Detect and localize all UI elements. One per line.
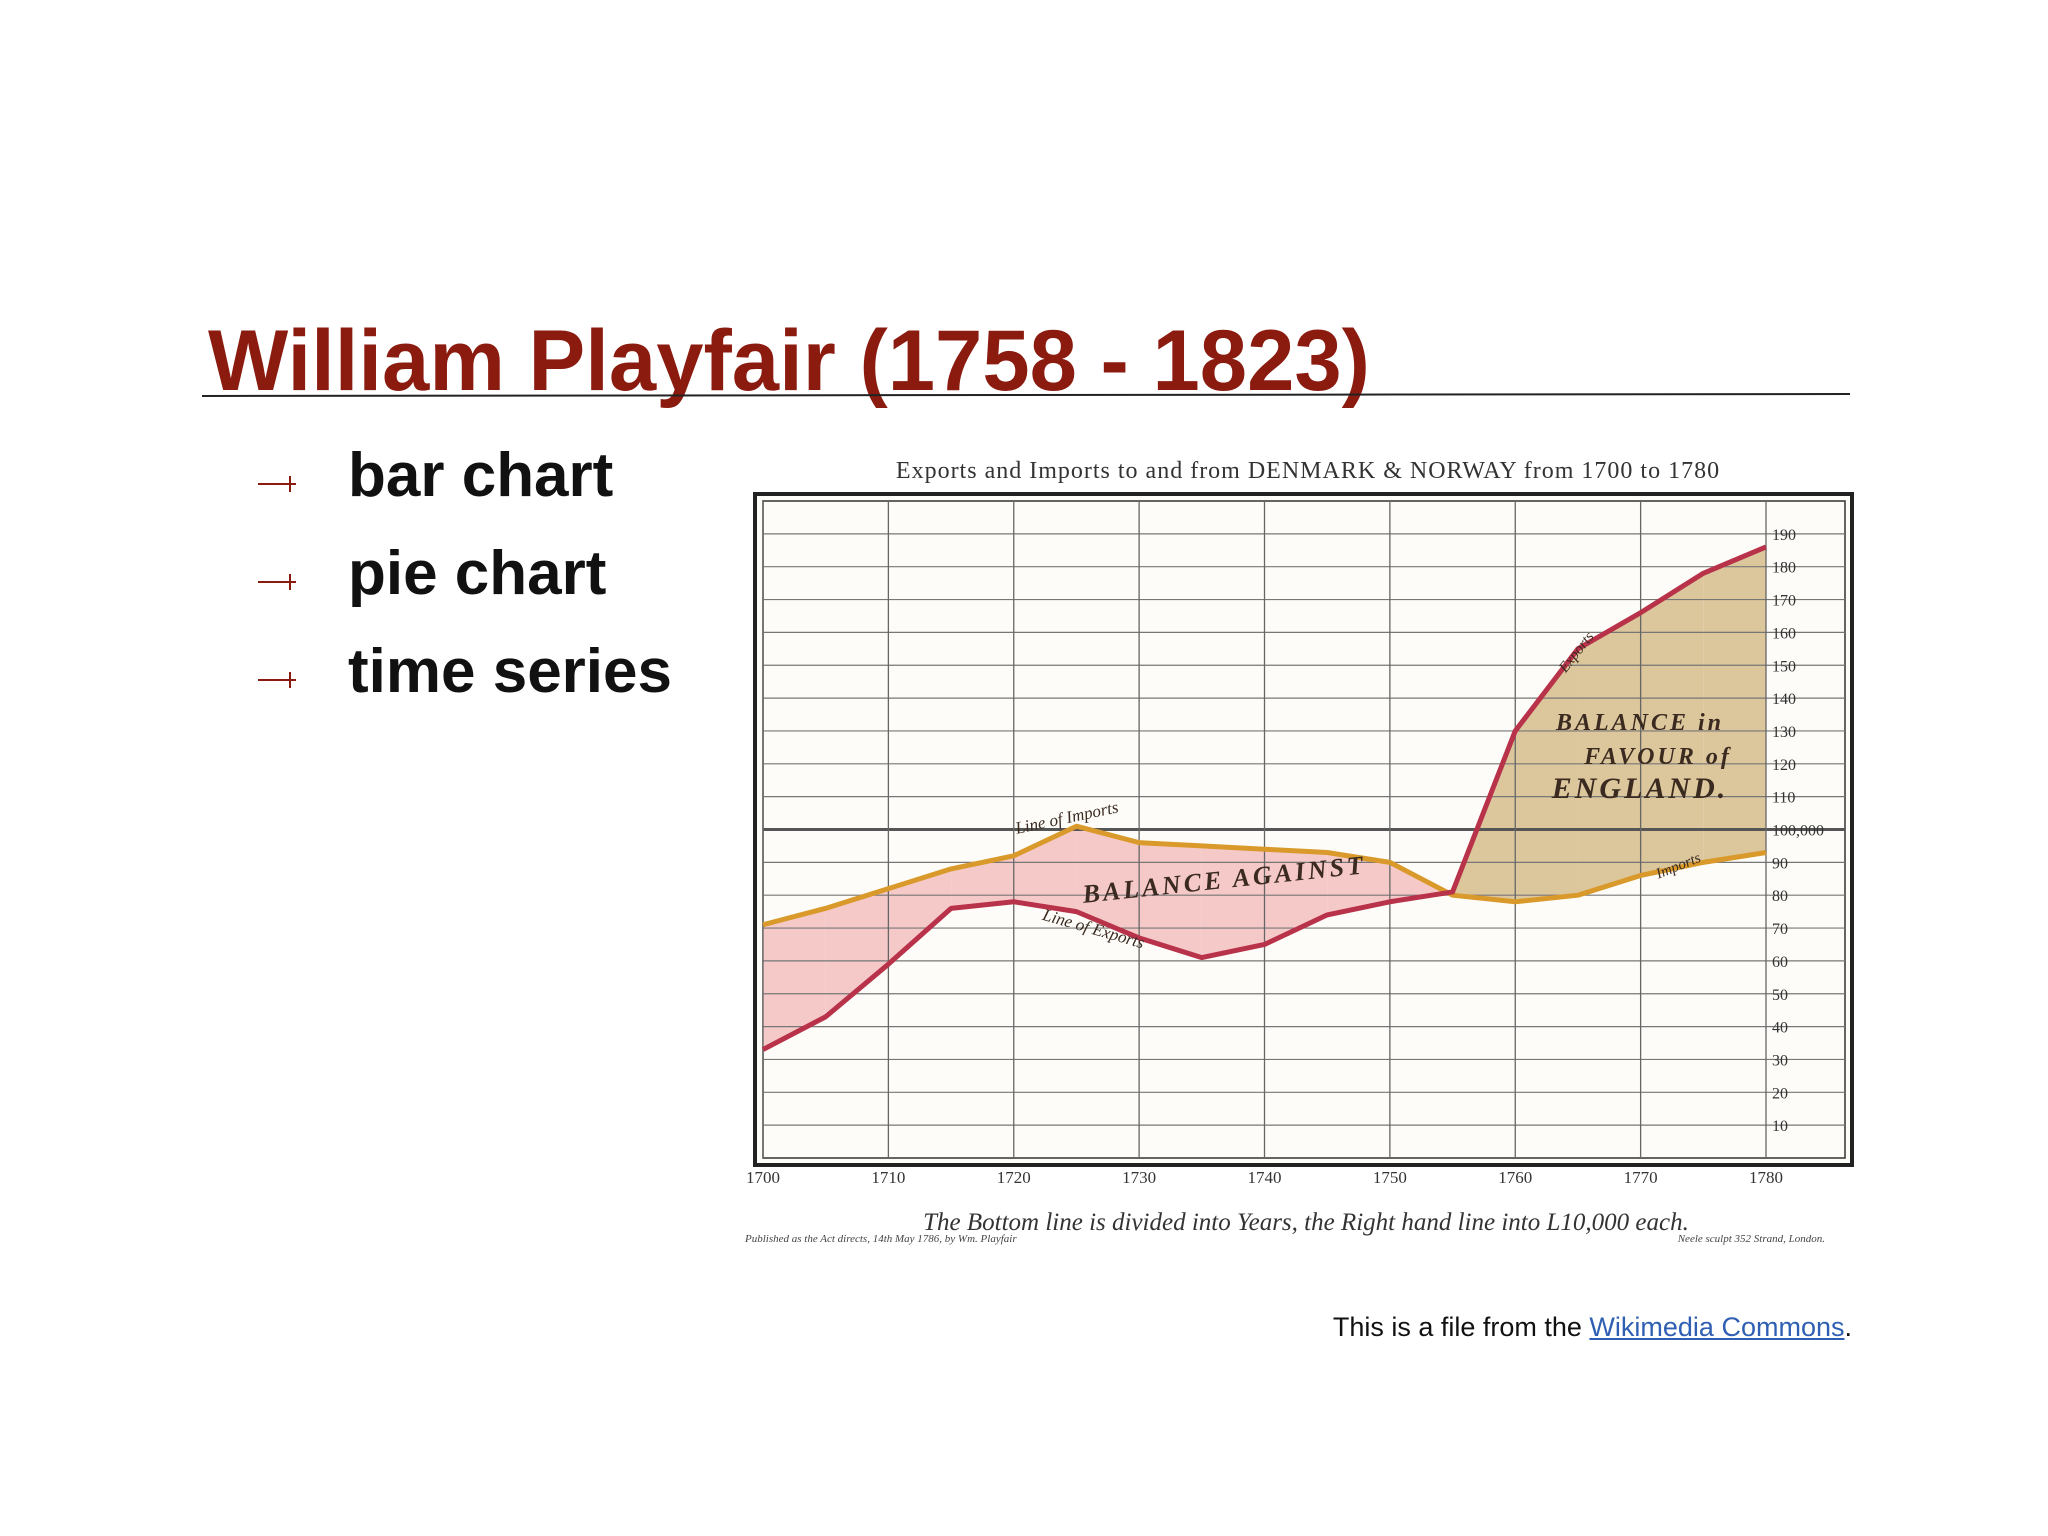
commons-link[interactable]: Wikimedia Commons bbox=[1589, 1312, 1845, 1342]
balance-area bbox=[888, 868, 952, 965]
x-tick-label: 1700 bbox=[746, 1168, 780, 1187]
y-tick-label: 80 bbox=[1772, 888, 1788, 905]
y-tick-label: 190 bbox=[1772, 527, 1796, 544]
y-tick-label: 100,000 bbox=[1772, 823, 1824, 840]
x-tick-label: 1730 bbox=[1122, 1168, 1156, 1187]
chart-title: Exports and Imports to and from DENMARK … bbox=[896, 458, 1720, 484]
y-tick-label: 40 bbox=[1772, 1020, 1788, 1037]
bullet: time series bbox=[348, 637, 672, 706]
balance-area bbox=[1201, 845, 1265, 958]
x-tick-label: 1740 bbox=[1248, 1168, 1282, 1187]
y-tick-label: 140 bbox=[1772, 691, 1796, 708]
balance-area bbox=[1139, 842, 1202, 958]
x-tick-label: 1780 bbox=[1749, 1168, 1783, 1187]
y-tick-label: 20 bbox=[1772, 1085, 1788, 1102]
balance-area bbox=[1577, 612, 1641, 896]
y-tick-label: 180 bbox=[1772, 560, 1796, 577]
annotation: FAVOUR of bbox=[1583, 744, 1732, 770]
y-tick-label: 50 bbox=[1772, 987, 1788, 1004]
balance-area bbox=[1076, 826, 1140, 938]
series-line bbox=[762, 823, 1767, 928]
caption-text: This is a file from the bbox=[1332, 1312, 1590, 1342]
x-tick-label: 1760 bbox=[1498, 1168, 1532, 1187]
x-tick-label: 1770 bbox=[1624, 1168, 1658, 1187]
y-tick-label: 30 bbox=[1772, 1052, 1788, 1069]
y-tick-label: 110 bbox=[1772, 790, 1795, 807]
bullet: bar chart bbox=[348, 441, 613, 510]
caption-end: . bbox=[1844, 1312, 1852, 1342]
x-tick-label: 1710 bbox=[871, 1168, 905, 1187]
annotation: BALANCE in bbox=[1555, 710, 1724, 736]
balance-area bbox=[825, 888, 889, 1017]
y-tick-label: 10 bbox=[1772, 1118, 1788, 1135]
series-line bbox=[761, 544, 1767, 1052]
note: Published as the Act directs, 14th May 1… bbox=[744, 1233, 1017, 1245]
note: Neele sculpt 352 Strand, London. bbox=[1677, 1233, 1825, 1245]
balance-area bbox=[1640, 573, 1704, 876]
slide-title: William Playfair (1758 - 1823) bbox=[208, 313, 1370, 409]
y-tick-label: 130 bbox=[1772, 724, 1796, 741]
y-tick-label: 120 bbox=[1772, 757, 1796, 774]
title-rule bbox=[201, 393, 1851, 397]
y-tick-label: 70 bbox=[1772, 921, 1788, 938]
caption: This is a file from the Wikimedia Common… bbox=[1333, 1312, 1852, 1343]
y-tick-label: 170 bbox=[1772, 593, 1796, 610]
y-tick-label: 60 bbox=[1772, 954, 1788, 971]
balance-area bbox=[1703, 546, 1766, 863]
x-axis-label: The Bottom line is divided into Years, t… bbox=[923, 1209, 1689, 1236]
y-tick-label: 90 bbox=[1772, 855, 1788, 872]
balance-area bbox=[1013, 826, 1077, 912]
balance-area bbox=[763, 908, 826, 1050]
y-tick-label: 160 bbox=[1772, 625, 1796, 642]
balance-area bbox=[1327, 852, 1390, 915]
bullet: pie chart bbox=[348, 539, 606, 608]
x-tick-label: 1720 bbox=[997, 1168, 1031, 1187]
bullet-markers bbox=[258, 476, 296, 688]
x-tick-label: 1750 bbox=[1373, 1168, 1407, 1187]
annotation: ENGLAND. bbox=[1551, 772, 1729, 805]
y-tick-label: 150 bbox=[1772, 658, 1796, 675]
